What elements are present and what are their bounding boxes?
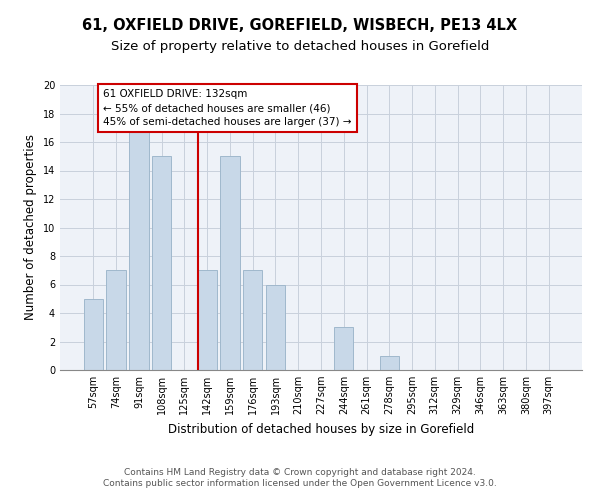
Bar [129, 128, 149, 370]
X-axis label: Distribution of detached houses by size in Gorefield: Distribution of detached houses by size … [168, 422, 474, 436]
Bar [266, 284, 285, 370]
Text: Contains HM Land Registry data © Crown copyright and database right 2024.
Contai: Contains HM Land Registry data © Crown c… [103, 468, 497, 487]
Bar [220, 156, 239, 370]
Bar [84, 298, 103, 370]
Text: Size of property relative to detached houses in Gorefield: Size of property relative to detached ho… [111, 40, 489, 53]
Bar [243, 270, 262, 370]
Y-axis label: Number of detached properties: Number of detached properties [24, 134, 37, 320]
Bar [152, 156, 172, 370]
Bar [334, 327, 353, 370]
Text: 61 OXFIELD DRIVE: 132sqm
← 55% of detached houses are smaller (46)
45% of semi-d: 61 OXFIELD DRIVE: 132sqm ← 55% of detach… [103, 90, 352, 128]
Bar [106, 270, 126, 370]
Bar [197, 270, 217, 370]
Text: 61, OXFIELD DRIVE, GOREFIELD, WISBECH, PE13 4LX: 61, OXFIELD DRIVE, GOREFIELD, WISBECH, P… [82, 18, 518, 32]
Bar [380, 356, 399, 370]
